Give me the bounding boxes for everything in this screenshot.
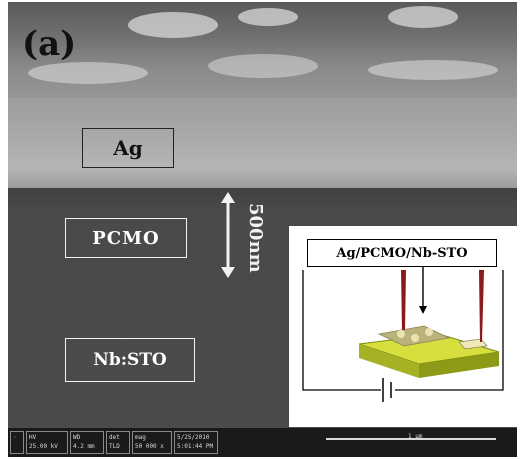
- ag-layer-label: Ag: [82, 128, 174, 168]
- databar-hv: HV 25.00 kV: [26, 431, 68, 454]
- scale-bar-label: 1 μm: [408, 433, 423, 440]
- surface-grain: [388, 6, 458, 28]
- sem-cross-section-figure: (a) Ag PCMO Nb:STO 500nm: [8, 2, 517, 457]
- date-label: 5/25/2010: [177, 434, 210, 441]
- mag-value: 50 000 x: [135, 443, 164, 450]
- det-value: TLD: [109, 443, 120, 450]
- hv-value: 25.00 kV: [29, 443, 58, 450]
- wd-value: 4.2 mm: [73, 443, 95, 450]
- databar-mag: mag 50 000 x: [132, 431, 172, 454]
- databar-date: 5/25/2010 5:01:44 PM: [174, 431, 218, 454]
- surface-grain: [238, 8, 298, 26]
- ag-layer-region: [8, 98, 517, 190]
- thickness-label: 500nm: [245, 203, 266, 273]
- nbsto-layer-label: Nb:STO: [65, 338, 195, 382]
- sem-databar: · HV 25.00 kV WD 4.2 mm det TLD mag 50 0…: [8, 428, 517, 457]
- mag-label: mag: [135, 434, 146, 441]
- databar-wd: WD 4.2 mm: [70, 431, 104, 454]
- surface-grain: [368, 60, 498, 80]
- det-label: det: [109, 434, 120, 441]
- scale-bar: [326, 438, 496, 440]
- hv-label: HV: [29, 434, 37, 441]
- panel-label: (a): [22, 24, 77, 64]
- surface-grain: [28, 62, 148, 84]
- pcmo-layer-label: PCMO: [65, 218, 187, 258]
- surface-grain: [208, 54, 318, 78]
- device-schematic-inset: Ag/PCMO/Nb-STO: [289, 226, 517, 427]
- databar-det: det TLD: [106, 431, 130, 454]
- surface-grain: [128, 12, 218, 38]
- thickness-arrow-icon: [221, 192, 235, 278]
- wd-label: WD: [73, 434, 81, 441]
- device-schematic-drawing: [302, 266, 504, 402]
- inset-title: Ag/PCMO/Nb-STO: [307, 239, 497, 267]
- databar-logo: ·: [10, 431, 24, 454]
- time-value: 5:01:44 PM: [177, 443, 214, 450]
